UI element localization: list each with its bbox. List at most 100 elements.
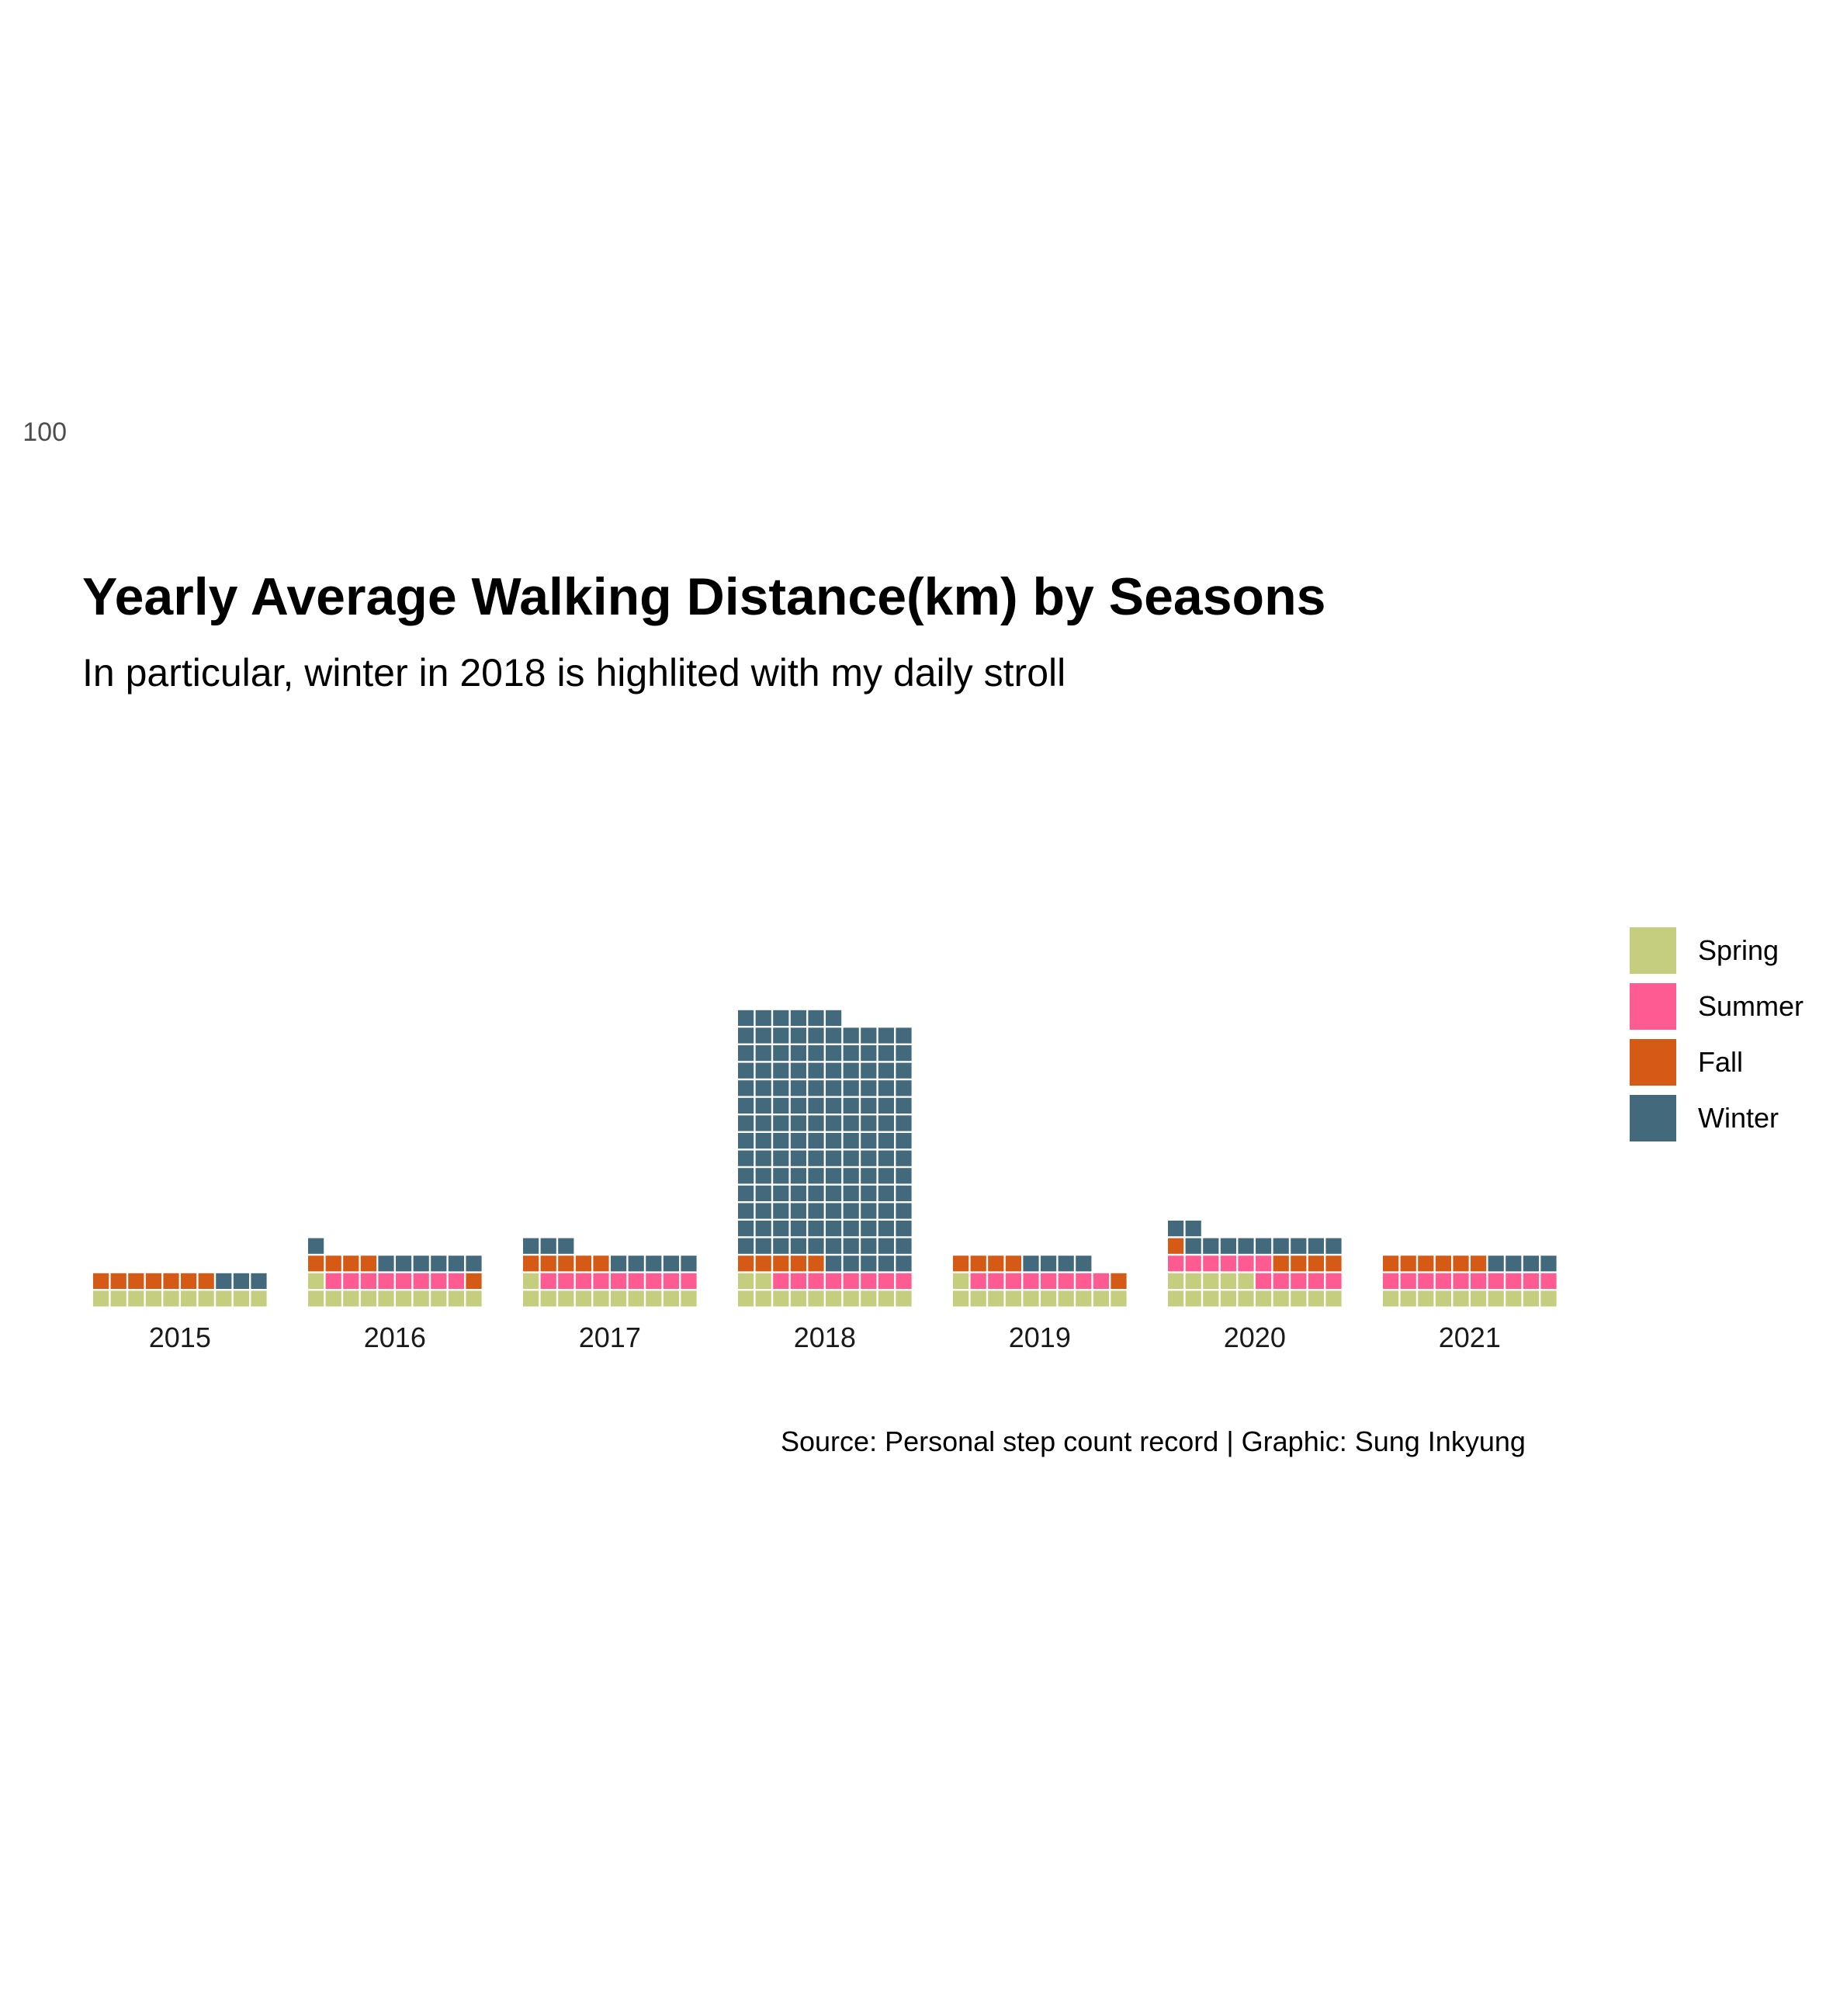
waffle-square-2016-spring [308, 1290, 324, 1307]
waffle-square-2018-winter [878, 1097, 894, 1114]
waffle-square-2018-winter [896, 1027, 912, 1044]
waffle-square-2017-summer [681, 1273, 697, 1289]
waffle-square-2018-winter [843, 1150, 859, 1166]
waffle-square-2018-winter [896, 1221, 912, 1237]
waffle-square-2018-spring [861, 1290, 877, 1307]
waffle-square-2018-winter [755, 1185, 771, 1201]
waffle-square-2018-winter [790, 1080, 806, 1096]
waffle-square-2020-summer [1238, 1256, 1254, 1272]
waffle-square-2017-winter [540, 1238, 556, 1254]
waffle-square-2020-summer [1220, 1256, 1236, 1272]
waffle-square-2018-winter [738, 1097, 754, 1114]
waffle-square-2019-summer [988, 1273, 1004, 1289]
waffle-square-2018-winter [755, 1010, 771, 1026]
waffle-square-2021-summer [1400, 1273, 1416, 1289]
waffle-square-2020-spring [1203, 1290, 1219, 1307]
waffle-square-2018-winter [808, 1045, 824, 1062]
waffle-square-2018-winter [755, 1203, 771, 1219]
waffle-square-2020-spring [1220, 1290, 1236, 1307]
waffle-square-2021-summer [1383, 1273, 1399, 1289]
legend-label-summer: Summer [1698, 990, 1804, 1022]
waffle-square-2020-summer [1291, 1273, 1307, 1289]
waffle-square-2018-winter [773, 1221, 789, 1237]
waffle-square-2018-fall [790, 1256, 806, 1272]
waffle-square-2018-winter [878, 1115, 894, 1131]
waffle-square-2020-spring [1220, 1273, 1236, 1289]
waffle-square-2016-fall [308, 1256, 324, 1272]
waffle-square-2018-winter [861, 1238, 877, 1254]
waffle-square-2017-summer [558, 1273, 574, 1289]
waffle-square-2017-spring [575, 1290, 591, 1307]
waffle-square-2020-spring [1256, 1290, 1272, 1307]
waffle-square-2018-winter [755, 1133, 771, 1149]
waffle-square-2018-winter [773, 1133, 789, 1149]
waffle-square-2018-winter [878, 1150, 894, 1166]
waffle-square-2016-winter [431, 1256, 447, 1272]
waffle-square-2017-spring [663, 1290, 679, 1307]
waffle-square-2019-spring [1093, 1290, 1109, 1307]
waffle-square-2018-winter [755, 1027, 771, 1044]
waffle-square-2021-winter [1488, 1256, 1504, 1272]
waffle-square-2018-summer [843, 1273, 859, 1289]
waffle-square-2019-fall [1005, 1256, 1021, 1272]
waffle-square-2015-spring [110, 1290, 126, 1307]
waffle-square-2018-spring [878, 1290, 894, 1307]
waffle-squares [93, 1010, 1557, 1307]
waffle-square-2018-winter [738, 1027, 754, 1044]
waffle-square-2019-summer [1041, 1273, 1057, 1289]
waffle-square-2018-winter [755, 1150, 771, 1166]
waffle-square-2018-spring [843, 1290, 859, 1307]
waffle-square-2020-winter [1220, 1238, 1236, 1254]
waffle-square-2020-winter [1168, 1221, 1184, 1237]
waffle-square-2016-summer [360, 1273, 376, 1289]
waffle-square-2018-winter [808, 1062, 824, 1079]
waffle-square-2020-summer [1325, 1273, 1342, 1289]
waffle-square-2021-fall [1400, 1256, 1416, 1272]
waffle-square-2015-spring [198, 1290, 214, 1307]
waffle-square-2018-fall [755, 1256, 771, 1272]
waffle-square-2018-winter [826, 1115, 842, 1131]
waffle-square-2015-fall [93, 1273, 109, 1289]
waffle-square-2017-summer [628, 1273, 644, 1289]
waffle-square-2020-spring [1325, 1290, 1342, 1307]
waffle-square-2021-spring [1471, 1290, 1487, 1307]
waffle-square-2017-spring [628, 1290, 644, 1307]
waffle-square-2017-spring [540, 1290, 556, 1307]
waffle-square-2021-summer [1453, 1273, 1469, 1289]
waffle-square-2018-winter [826, 1027, 842, 1044]
waffle-square-2018-spring [738, 1273, 754, 1289]
waffle-square-2018-summer [861, 1273, 877, 1289]
waffle-square-2021-spring [1488, 1290, 1504, 1307]
waffle-square-2016-spring [360, 1290, 376, 1307]
waffle-square-2016-summer [431, 1273, 447, 1289]
waffle-square-2018-winter [861, 1168, 877, 1184]
waffle-square-2017-fall [540, 1256, 556, 1272]
waffle-square-2018-winter [808, 1185, 824, 1201]
waffle-square-2020-summer [1203, 1256, 1219, 1272]
waffle-square-2020-winter [1185, 1238, 1201, 1254]
waffle-square-2018-winter [843, 1203, 859, 1219]
x-tick-label-2021: 2021 [1439, 1321, 1501, 1353]
waffle-square-2016-spring [396, 1290, 412, 1307]
waffle-square-2015-fall [145, 1273, 161, 1289]
waffle-square-2015-fall [198, 1273, 214, 1289]
waffle-square-2018-winter [773, 1238, 789, 1254]
waffle-square-2017-summer [663, 1273, 679, 1289]
waffle-square-2020-fall [1325, 1256, 1342, 1272]
waffle-square-2018-winter [755, 1080, 771, 1096]
waffle-square-2018-winter [738, 1168, 754, 1184]
waffle-square-2018-winter [826, 1062, 842, 1079]
waffle-square-2019-fall [988, 1256, 1004, 1272]
waffle-square-2018-winter [755, 1115, 771, 1131]
waffle-square-2020-fall [1273, 1256, 1289, 1272]
waffle-square-2020-summer [1308, 1273, 1324, 1289]
waffle-square-2018-winter [808, 1150, 824, 1166]
waffle-square-2015-spring [163, 1290, 179, 1307]
legend-item-summer: Summer [1630, 983, 1831, 1030]
x-tick-label-2019: 2019 [1009, 1321, 1071, 1353]
waffle-square-2016-spring [308, 1273, 324, 1289]
waffle-square-2017-winter [646, 1256, 662, 1272]
waffle-square-2018-winter [773, 1203, 789, 1219]
waffle-square-2021-spring [1418, 1290, 1434, 1307]
waffle-square-2018-winter [843, 1238, 859, 1254]
